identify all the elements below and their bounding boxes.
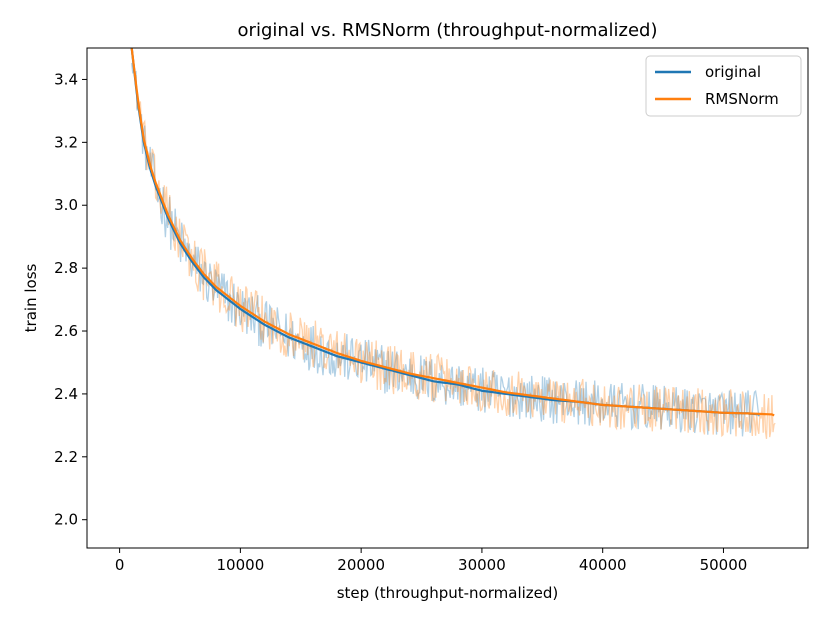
y-tick-label: 3.4 [54,70,78,88]
x-axis-label: step (throughput-normalized) [337,584,559,602]
x-tick-label: 40000 [579,556,627,574]
y-axis-label: train loss [22,263,40,332]
y-tick-label: 2.6 [54,322,78,340]
y-tick-label: 2.8 [54,259,78,277]
y-tick-label: 2.0 [54,511,78,529]
series-lines [130,48,775,417]
legend-label-original: original [705,63,761,81]
chart-title: original vs. RMSNorm (throughput-normali… [238,20,658,41]
x-tick-label: 0 [115,556,125,574]
legend: original RMSNorm [645,55,802,117]
y-tick-label: 3.0 [54,196,78,214]
y-axis: 2.0 2.2 2.4 2.6 2.8 3.0 3.2 3.4 [54,70,87,529]
smooth-line-rmsnorm [130,48,775,417]
x-tick-label: 10000 [217,556,265,574]
x-tick-label: 30000 [458,556,506,574]
raw-trace-rmsnorm [131,53,776,439]
plot-frame [86,47,809,549]
legend-label-rmsnorm: RMSNorm [705,90,779,108]
x-tick-label: 50000 [700,556,748,574]
y-tick-label: 2.2 [54,448,78,466]
raw-trace-original [131,63,760,437]
x-tick-label: 20000 [337,556,385,574]
y-tick-label: 3.2 [54,133,78,151]
noise-bands [131,53,776,439]
x-axis: 0 10000 20000 30000 40000 50000 [115,548,747,574]
y-tick-label: 2.4 [54,385,78,403]
